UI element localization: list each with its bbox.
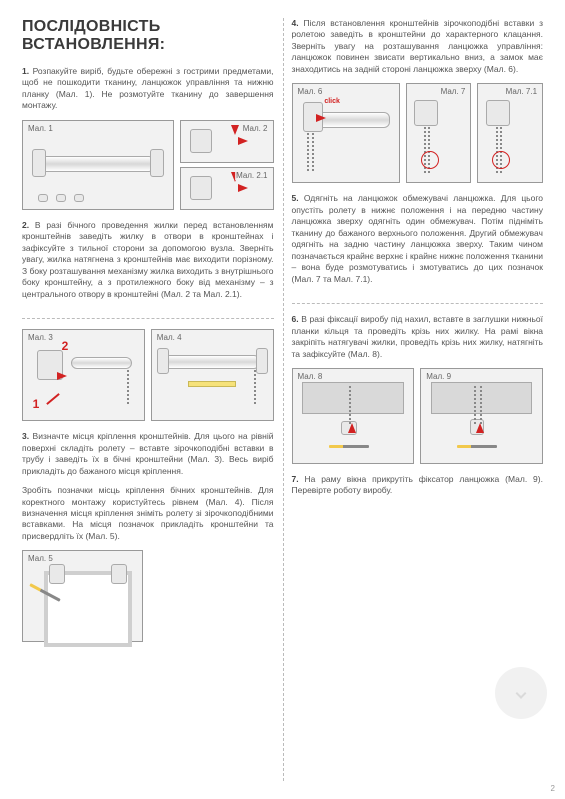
step-7-text: 7. На раму вікна прикрутіть фіксатор лан… xyxy=(292,474,544,497)
watermark-icon xyxy=(495,667,547,719)
figure-2-1-caption: Мал. 2.1 xyxy=(235,171,268,180)
step-3b-text: Зробіть позначки місць кріплення бічних … xyxy=(22,485,274,542)
figure-4: Мал. 4 xyxy=(151,329,274,421)
left-column: ПОСЛІДОВНІСТЬ ВСТАНОВЛЕННЯ: 1. Розпакуйт… xyxy=(22,18,274,787)
figure-6-caption: Мал. 6 xyxy=(297,87,324,96)
step-6-body: В разі фіксації виробу під нахил, вставт… xyxy=(292,314,544,358)
step-1-text: 1. Розпакуйте виріб, будьте обережні з г… xyxy=(22,66,274,112)
figure-row-6-7: Мал. 6 click Мал. 7 Мал. 7.1 xyxy=(292,83,544,183)
figure-3-num-2: 2 xyxy=(62,339,69,353)
horizontal-divider-right xyxy=(292,303,544,304)
step-1-body: Розпакуйте виріб, будьте обережні з гост… xyxy=(22,66,274,110)
vertical-divider xyxy=(283,18,284,781)
step-4-text: 4. Після встановлення кронштейнів зірочк… xyxy=(292,18,544,75)
figure-2: Мал. 2 xyxy=(180,120,274,163)
figure-2-caption: Мал. 2 xyxy=(242,124,269,133)
figure-6: Мал. 6 click xyxy=(292,83,400,183)
step-6-text: 6. В разі фіксації виробу під нахил, вст… xyxy=(292,314,544,360)
figure-row-8-9: Мал. 8 Мал. 9 xyxy=(292,368,544,464)
figure-7: Мал. 7 xyxy=(406,83,472,183)
figure-1: Мал. 1 xyxy=(22,120,174,210)
figure-4-caption: Мал. 4 xyxy=(156,333,183,342)
figure-row-3-4: Мал. 3 1 2 Мал. 4 xyxy=(22,329,274,421)
figure-3: Мал. 3 1 2 xyxy=(22,329,145,421)
page-container: ПОСЛІДОВНІСТЬ ВСТАНОВЛЕННЯ: 1. Розпакуйт… xyxy=(0,0,565,799)
step-3a-body: Визначте місця кріплення кронштейнів. Дл… xyxy=(22,431,274,475)
figure-7-1-caption: Мал. 7.1 xyxy=(505,87,538,96)
page-title: ПОСЛІДОВНІСТЬ ВСТАНОВЛЕННЯ: xyxy=(22,18,274,54)
figure-9-caption: Мал. 9 xyxy=(425,372,452,381)
figure-7-caption: Мал. 7 xyxy=(440,87,467,96)
step-5-body: Одягніть на ланцюжок обмежувачі ланцюжка… xyxy=(292,193,544,283)
figure-2-1: Мал. 2.1 xyxy=(180,167,274,210)
figure-row-1-2: Мал. 1 Мал. 2 Мал. 2.1 xyxy=(22,120,274,210)
step-5-text: 5. Одягніть на ланцюжок обмежувачі ланцю… xyxy=(292,193,544,285)
figure-9: Мал. 9 xyxy=(420,368,543,464)
figure-2-stack: Мал. 2 Мал. 2.1 xyxy=(180,120,274,210)
figure-5: Мал. 5 xyxy=(22,550,143,642)
figure-1-caption: Мал. 1 xyxy=(27,124,54,133)
click-label: click xyxy=(324,98,340,105)
step-2-text: 2. В разі бічного проведення жилки перед… xyxy=(22,220,274,300)
figure-3-caption: Мал. 3 xyxy=(27,333,54,342)
figure-3-num-1: 1 xyxy=(33,397,40,411)
page-number: 2 xyxy=(551,784,555,793)
figure-8-caption: Мал. 8 xyxy=(297,372,324,381)
step-4-body: Після встановлення кронштейнів зірочкопо… xyxy=(292,18,544,74)
step-2-body: В разі бічного проведення жилки перед вс… xyxy=(22,220,274,299)
figure-5-caption: Мал. 5 xyxy=(27,554,54,563)
step-3a-text: 3. Визначте місця кріплення кронштейнів.… xyxy=(22,431,274,477)
horizontal-divider-left xyxy=(22,318,274,319)
figure-7-1: Мал. 7.1 xyxy=(477,83,543,183)
figure-row-5: Мал. 5 xyxy=(22,550,274,642)
figure-8: Мал. 8 xyxy=(292,368,415,464)
step-7-body: На раму вікна прикрутіть фіксатор ланцюж… xyxy=(292,474,543,495)
